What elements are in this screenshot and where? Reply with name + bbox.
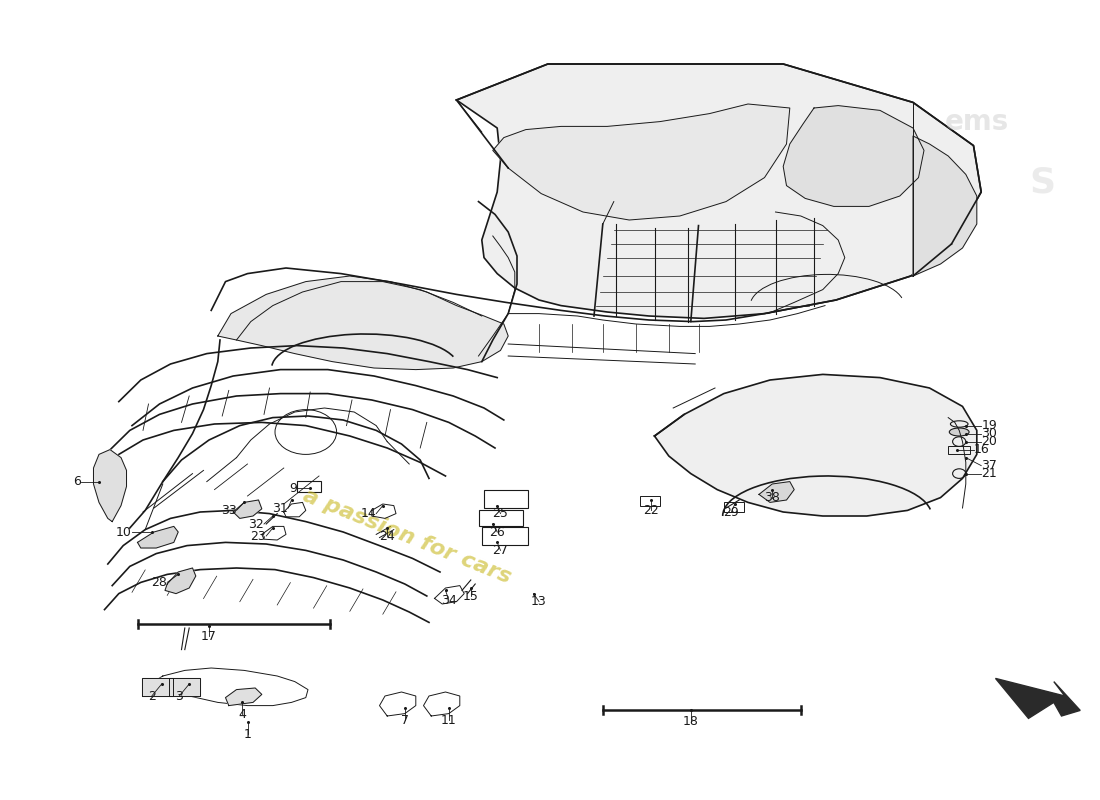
Text: S: S: [1030, 166, 1056, 199]
Bar: [948, 446, 970, 454]
Text: 25: 25: [493, 507, 508, 520]
Text: 2: 2: [147, 690, 156, 702]
Text: 7: 7: [400, 714, 409, 726]
Bar: [482, 527, 528, 545]
Bar: [478, 510, 522, 526]
Text: 3: 3: [175, 690, 184, 702]
Ellipse shape: [949, 428, 969, 436]
Polygon shape: [493, 104, 790, 220]
Text: 17: 17: [201, 630, 217, 642]
Polygon shape: [233, 500, 262, 518]
Text: 19: 19: [981, 419, 997, 432]
Bar: [297, 481, 321, 492]
Text: 20: 20: [981, 435, 997, 448]
Polygon shape: [996, 678, 1080, 718]
Text: 26: 26: [490, 526, 505, 538]
Text: 31: 31: [273, 502, 288, 514]
Polygon shape: [226, 688, 262, 706]
Text: 21: 21: [981, 467, 997, 480]
Polygon shape: [759, 482, 794, 502]
Text: 23: 23: [251, 530, 266, 542]
Text: 27: 27: [493, 544, 508, 557]
Text: 33: 33: [221, 504, 236, 517]
Text: 29: 29: [724, 506, 739, 518]
Text: 4: 4: [238, 708, 246, 721]
Text: 1: 1: [243, 728, 252, 741]
Polygon shape: [94, 450, 126, 522]
Text: 11: 11: [441, 714, 456, 726]
Text: 16: 16: [974, 443, 989, 456]
Polygon shape: [218, 276, 508, 370]
Text: 28: 28: [152, 576, 167, 589]
Text: 38: 38: [764, 491, 780, 504]
Text: ems: ems: [945, 108, 1009, 135]
Text: 6: 6: [74, 475, 81, 488]
Polygon shape: [165, 568, 196, 594]
Text: 37: 37: [981, 459, 997, 472]
Text: 14: 14: [361, 507, 376, 520]
Text: 32: 32: [249, 518, 264, 530]
Polygon shape: [169, 678, 200, 696]
Polygon shape: [783, 106, 924, 206]
Bar: [484, 490, 528, 508]
Polygon shape: [138, 526, 178, 548]
Bar: [724, 502, 744, 512]
Text: 10: 10: [117, 526, 132, 538]
Text: 30: 30: [981, 427, 997, 440]
Text: 34: 34: [441, 594, 456, 606]
Text: a passion for cars: a passion for cars: [300, 485, 514, 587]
Text: 18: 18: [683, 715, 698, 728]
Polygon shape: [142, 678, 173, 696]
Text: 9: 9: [289, 482, 297, 494]
Bar: [640, 496, 660, 506]
Text: 22: 22: [644, 504, 659, 517]
Polygon shape: [913, 136, 977, 276]
Polygon shape: [456, 64, 981, 318]
Text: 24: 24: [379, 530, 395, 542]
Polygon shape: [654, 374, 977, 516]
Text: 13: 13: [531, 595, 547, 608]
Text: 15: 15: [463, 590, 478, 602]
